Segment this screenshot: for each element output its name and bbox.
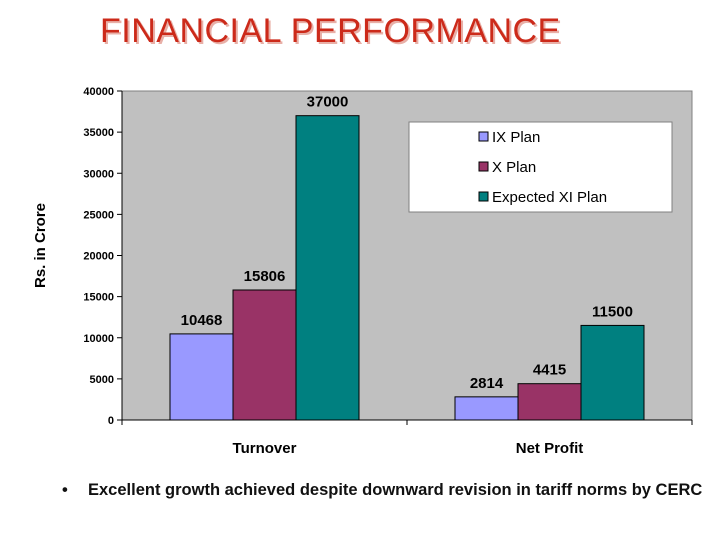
data-label: 11500: [592, 303, 633, 320]
y-axis-label: Rs. in Crore: [32, 203, 49, 288]
legend-swatch: [478, 131, 489, 142]
legend-swatch: [478, 161, 489, 172]
slide-title: FINANCIAL PERFORMANCE: [100, 12, 561, 50]
y-tick-label: 10000: [83, 333, 114, 345]
bullet-text: Excellent growth achieved despite downwa…: [88, 481, 703, 499]
legend-swatch: [478, 191, 489, 202]
x-tick-label: Net Profit: [516, 440, 584, 457]
bar: [169, 333, 234, 421]
bar: [580, 324, 645, 421]
legend-label: IX Plan: [492, 129, 540, 146]
y-tick-label: 25000: [83, 209, 114, 221]
legend-label: Expected XI Plan: [492, 189, 607, 206]
bar: [232, 289, 297, 421]
bar-chart-svg: 0 5000 10000 15000 20000 25000 30000 35000 40000…: [32, 86, 693, 457]
data-label: 2814: [470, 375, 504, 392]
bar: [517, 383, 582, 421]
y-tick-label: 20000: [83, 251, 114, 263]
x-tick-label: Turnover: [233, 440, 297, 457]
data-label: 37000: [307, 94, 349, 111]
bullet-point: • Excellent growth achieved despite down…: [62, 478, 712, 502]
y-tick-label: 0: [108, 415, 114, 427]
legend-label: X Plan: [492, 159, 536, 176]
y-tick-label: 35000: [83, 127, 114, 139]
y-tick-label: 5000: [90, 374, 114, 386]
y-tick-label: 30000: [83, 168, 114, 180]
chart: 0 5000 10000 15000 20000 25000 30000 35000 40000…: [0, 70, 720, 470]
y-tick-label: 40000: [83, 86, 114, 98]
data-label: 15806: [244, 268, 286, 285]
data-label: 4415: [533, 362, 566, 379]
data-label: 10468: [181, 312, 223, 329]
bar: [454, 396, 519, 421]
legend: [408, 121, 673, 213]
bar: [295, 115, 360, 421]
y-tick-label: 15000: [83, 292, 114, 304]
bullet-symbol: •: [62, 481, 68, 499]
